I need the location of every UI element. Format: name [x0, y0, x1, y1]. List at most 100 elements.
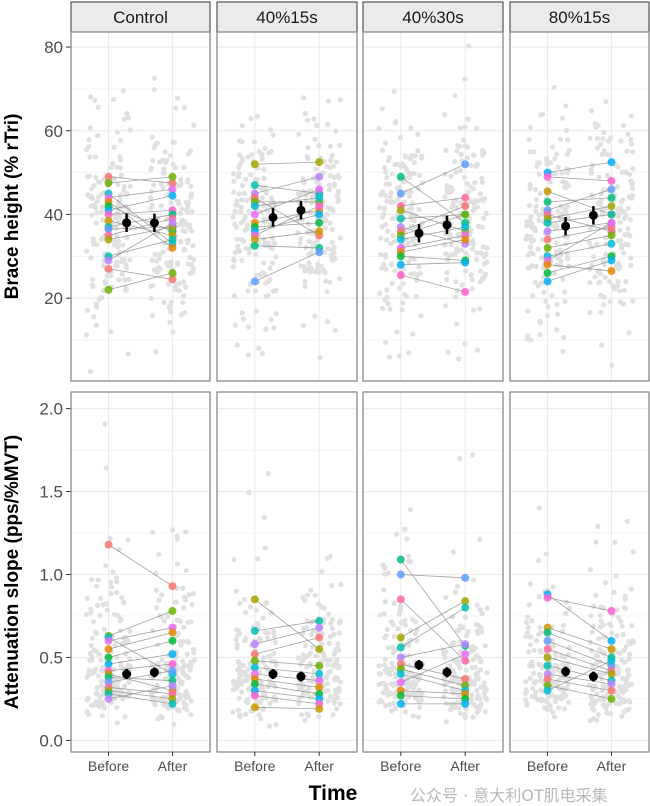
background-point: [88, 94, 94, 100]
background-point: [116, 277, 122, 283]
background-point: [625, 231, 631, 238]
y-axis-title: Brace height (% rTri): [2, 114, 23, 300]
background-point: [560, 276, 566, 282]
background-point: [389, 644, 395, 650]
background-point: [385, 667, 391, 674]
background-point: [442, 303, 449, 309]
subject-point-before: [104, 264, 113, 273]
background-point: [91, 202, 97, 208]
strip-label: Control: [113, 8, 168, 27]
background-point: [482, 694, 488, 700]
background-point: [382, 140, 388, 146]
background-point: [382, 165, 388, 171]
background-point: [114, 579, 120, 585]
background-point: [114, 129, 120, 135]
subject-line: [108, 188, 173, 199]
background-point: [462, 268, 469, 274]
background-point: [393, 119, 399, 125]
background-point: [305, 592, 311, 598]
background-point: [387, 701, 393, 707]
background-point: [455, 143, 461, 149]
background-point: [455, 692, 461, 699]
background-point: [234, 645, 240, 651]
background-point: [127, 183, 133, 189]
background-point: [562, 694, 568, 700]
background-point: [86, 143, 92, 150]
background-point: [90, 238, 96, 245]
subject-line: [108, 637, 173, 675]
background-point: [405, 240, 411, 246]
background-point: [298, 712, 305, 718]
background-point: [465, 144, 471, 150]
background-point: [170, 139, 176, 145]
background-point: [389, 171, 395, 177]
subject-point-after: [607, 193, 616, 202]
background-point: [156, 264, 162, 271]
subject-line: [400, 239, 466, 253]
background-point: [181, 104, 187, 111]
background-point: [537, 332, 543, 338]
background-point: [449, 687, 456, 693]
background-point: [265, 470, 271, 477]
background-point: [466, 43, 472, 49]
background-point: [563, 185, 569, 191]
background-point: [189, 262, 195, 268]
background-point: [158, 203, 164, 209]
background-point: [565, 137, 571, 143]
background-point: [122, 714, 128, 720]
background-point: [148, 166, 154, 173]
background-point: [587, 280, 593, 286]
background-point: [108, 590, 114, 597]
background-point: [327, 693, 334, 699]
background-point: [406, 259, 412, 265]
x-tick-label: After: [450, 758, 480, 774]
subject-point-after: [168, 660, 177, 669]
background-point: [174, 617, 180, 623]
background-point: [111, 96, 117, 102]
subject-point-before: [250, 650, 259, 659]
background-point: [181, 624, 187, 630]
background-point: [463, 632, 470, 639]
subject-line: [547, 673, 612, 685]
background-point: [596, 636, 602, 642]
subject-line: [254, 627, 320, 645]
background-point: [183, 568, 189, 574]
background-point: [590, 254, 597, 260]
subject-point-before: [104, 256, 113, 265]
background-point: [311, 116, 317, 122]
background-point: [126, 679, 132, 685]
background-point: [245, 288, 251, 294]
background-point: [533, 186, 539, 193]
subject-line: [547, 222, 612, 261]
background-point: [618, 618, 624, 624]
panel-bg: [510, 32, 649, 381]
background-point: [305, 712, 311, 718]
background-point: [379, 106, 385, 112]
background-point: [525, 624, 531, 631]
subject-line: [108, 209, 173, 215]
subject-line: [400, 214, 466, 220]
background-point: [112, 238, 118, 245]
subject-point-before: [396, 260, 405, 269]
background-point: [481, 690, 487, 696]
background-point: [170, 329, 176, 335]
background-point: [523, 679, 529, 685]
background-point: [127, 257, 133, 263]
subject-line: [400, 226, 466, 245]
background-point: [390, 682, 397, 688]
background-point: [603, 98, 609, 105]
background-point: [620, 197, 626, 203]
background-point: [84, 709, 90, 715]
subject-point-after: [168, 650, 177, 659]
background-point: [181, 247, 187, 253]
background-point: [308, 632, 315, 638]
background-point: [296, 701, 302, 707]
background-point: [94, 685, 100, 691]
background-point: [239, 139, 245, 145]
mean-point: [442, 667, 452, 677]
background-point: [234, 342, 240, 348]
background-point: [185, 199, 191, 205]
background-point: [447, 707, 454, 713]
background-point: [443, 719, 449, 725]
background-point: [242, 711, 249, 717]
